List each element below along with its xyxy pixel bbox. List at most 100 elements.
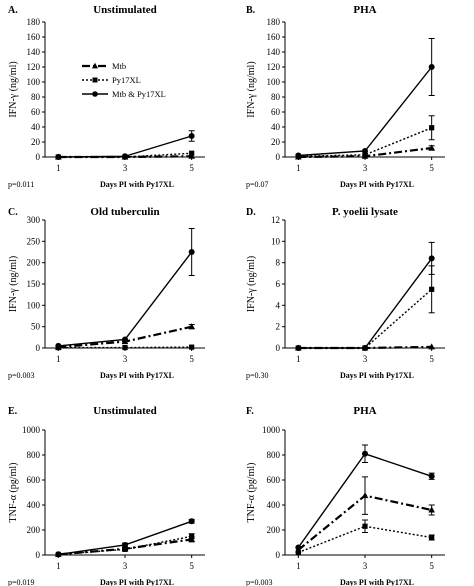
y-tick-label: 100 (267, 77, 281, 87)
series-line-both (298, 66, 433, 157)
marker-square (429, 286, 435, 292)
marker-triangle (361, 492, 369, 499)
p-value: p=0.019 (8, 578, 35, 586)
series-line-py (58, 535, 192, 556)
marker-square (429, 534, 435, 541)
panel-title: PHA (353, 405, 376, 417)
y-tick-label: 600 (267, 475, 281, 485)
y-tick-label: 12 (271, 215, 280, 225)
p-value: p=0.30 (246, 371, 269, 380)
y-tick-label: 120 (27, 62, 41, 72)
y-tick-label: 800 (27, 450, 41, 460)
panel-title: P. yoelii lysate (332, 206, 398, 218)
x-tick-label: 5 (429, 354, 434, 364)
x-tick-label: 3 (123, 163, 128, 173)
marker-square (362, 152, 368, 158)
panel-label: C. (8, 207, 18, 218)
y-tick-label: 250 (27, 236, 41, 246)
x-tick-label: 3 (363, 561, 368, 571)
y-tick-label: 200 (27, 258, 41, 268)
y-tick-label: 180 (267, 17, 281, 27)
y-tick-label: 0 (276, 550, 281, 560)
marker-circle (55, 154, 62, 160)
y-tick-label: 60 (271, 107, 281, 117)
x-tick-label: 1 (296, 163, 301, 173)
panel-label: E. (8, 406, 18, 417)
marker-square (295, 549, 301, 556)
x-tick-label: 3 (363, 354, 368, 364)
panel-label: F. (246, 406, 254, 417)
y-tick-label: 600 (27, 475, 41, 485)
x-tick-label: 1 (56, 561, 61, 571)
y-tick-label: 0 (36, 343, 41, 353)
x-axis-label: Days PI with Py17XL (340, 578, 414, 586)
y-tick-label: 80 (271, 92, 281, 102)
marker-circle (362, 450, 368, 457)
y-tick-label: 0 (276, 343, 281, 353)
y-tick-label: 140 (267, 47, 281, 57)
y-tick-label: 100 (27, 77, 41, 87)
legend-marker (92, 77, 98, 83)
y-tick-label: 0 (36, 152, 41, 162)
y-axis-label: TNF-α (pg/ml) (246, 463, 257, 523)
panel-label: D. (246, 207, 256, 218)
marker-triangle (188, 323, 195, 330)
panel-title: Old tuberculin (90, 206, 159, 218)
panel-title: PHA (353, 4, 376, 16)
y-tick-label: 10 (271, 236, 281, 246)
y-tick-label: 0 (276, 152, 281, 162)
x-tick-label: 1 (296, 561, 301, 571)
y-tick-label: 180 (27, 17, 41, 27)
panel-label: A. (8, 5, 18, 16)
marker-circle (428, 255, 435, 262)
y-tick-label: 160 (267, 32, 281, 42)
panel-c: C. Old tuberculin 0 50 100 150 200 250 300 1 3 5 IFN… (8, 206, 205, 380)
y-tick-label: 200 (27, 525, 41, 535)
y-tick-label: 6 (276, 279, 281, 289)
y-tick-label: 100 (27, 300, 41, 310)
panel-label: B. (246, 5, 256, 16)
marker-circle (55, 342, 62, 349)
series-line-py (298, 525, 432, 554)
marker-circle (188, 133, 195, 139)
x-axis-label: Days PI with Py17XL (100, 180, 174, 189)
y-tick-label: 0 (36, 550, 41, 560)
legend-label-both: Mtb & Py17XL (112, 89, 166, 99)
y-tick-label: 20 (31, 137, 41, 147)
panel-b: B. PHA 0 20 40 60 80 100 120 140 160 180 1 3 5 IFN-γ (n… (246, 4, 445, 189)
panel-title: Unstimulated (93, 405, 157, 417)
y-tick-label: 120 (267, 62, 281, 72)
y-axis-label: IFN-γ (ng/ml) (246, 61, 257, 117)
panel-title: Unstimulated (93, 4, 157, 16)
x-axis-label: Days PI with Py17XL (100, 578, 174, 586)
y-tick-label: 4 (276, 300, 281, 310)
y-tick-label: 140 (27, 47, 41, 57)
y-tick-label: 8 (276, 258, 281, 268)
y-tick-label: 400 (267, 500, 281, 510)
x-tick-label: 1 (56, 354, 61, 364)
x-axis-label: Days PI with Py17XL (340, 371, 414, 380)
panel-e: E. Unstimulated 0 200 400 600 800 1000 1 3 5 TNF-α … (8, 405, 205, 586)
marker-circle (122, 336, 128, 343)
y-tick-label: 200 (267, 525, 281, 535)
y-tick-label: 1000 (262, 425, 281, 435)
legend-marker (91, 62, 99, 69)
legend-label-py: Py17XL (112, 75, 141, 85)
marker-square (429, 125, 435, 131)
y-tick-label: 800 (267, 450, 281, 460)
marker-square (189, 344, 195, 350)
panel-a: A. Unstimulated 0 20 40 60 80 100 120 140 160 180 1 3… (8, 4, 205, 189)
y-tick-label: 300 (27, 215, 41, 225)
x-tick-label: 1 (296, 354, 301, 364)
marker-circle (362, 148, 368, 154)
marker-triangle (428, 343, 435, 350)
x-tick-label: 1 (56, 163, 61, 173)
y-tick-label: 1000 (22, 425, 41, 435)
marker-circle (122, 153, 128, 160)
y-axis-label: IFN-γ (ng/ml) (8, 61, 19, 117)
x-tick-label: 5 (189, 561, 194, 571)
marker-square (189, 150, 195, 156)
y-tick-label: 2 (276, 322, 281, 332)
y-axis-label: IFN-γ (ng/ml) (246, 256, 257, 312)
